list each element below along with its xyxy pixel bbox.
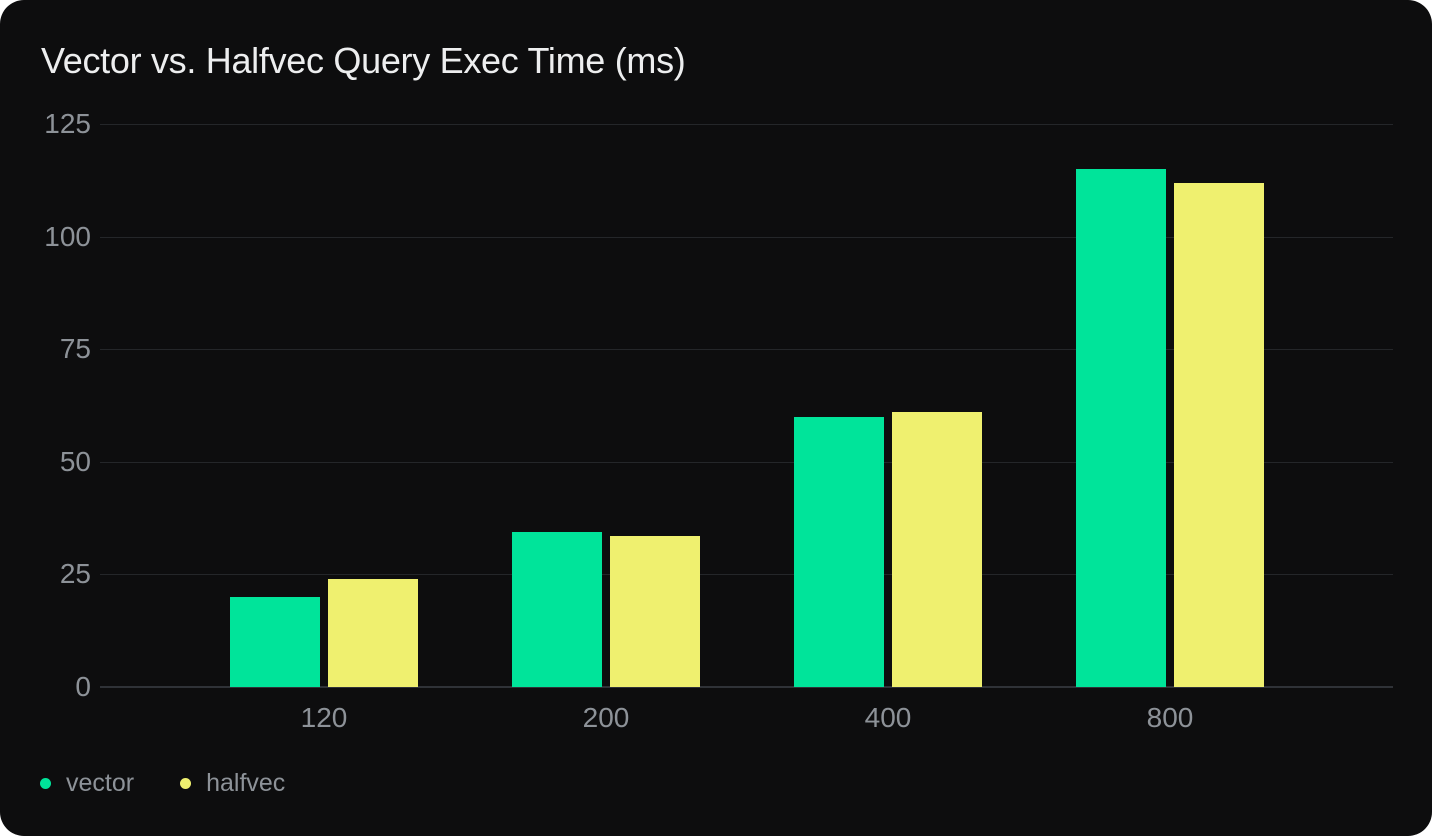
gridline bbox=[100, 349, 1393, 351]
legend-item-halfvec[interactable]: halfvec bbox=[180, 768, 285, 798]
bar-halfvec-120[interactable] bbox=[328, 578, 418, 687]
bar-vector-800[interactable] bbox=[1076, 169, 1166, 687]
legend-dot-vector-icon bbox=[40, 777, 51, 789]
x-axis-line bbox=[100, 686, 1393, 688]
y-axis-tick-label: 25 bbox=[59, 558, 91, 590]
bar-halfvec-400[interactable] bbox=[892, 412, 982, 687]
y-axis-tick-label: 50 bbox=[59, 445, 91, 477]
x-axis-tick-label: 200 bbox=[582, 702, 630, 733]
y-axis-tick-label: 0 bbox=[75, 671, 91, 702]
bar-vector-200[interactable] bbox=[512, 531, 602, 687]
bar-vector-400[interactable] bbox=[794, 416, 884, 687]
gridline bbox=[100, 461, 1393, 463]
bar-vector-120[interactable] bbox=[230, 596, 320, 687]
gridline bbox=[100, 236, 1393, 238]
y-axis-tick-label: 125 bbox=[44, 108, 91, 139]
chart-title: Vector vs. Halfvec Query Exec Time (ms) bbox=[41, 40, 686, 81]
legend: vector halfvec bbox=[40, 768, 285, 798]
legend-dot-halfvec-icon bbox=[180, 777, 192, 789]
gridline bbox=[100, 124, 1393, 125]
x-axis-tick-label: 120 bbox=[300, 702, 348, 733]
legend-label: vector bbox=[66, 769, 135, 797]
legend-label: halfvec bbox=[206, 769, 286, 797]
bar-halfvec-200[interactable] bbox=[610, 536, 700, 687]
y-axis-tick-label: 75 bbox=[59, 333, 91, 365]
y-axis-tick-label: 100 bbox=[44, 220, 91, 252]
bar-halfvec-800[interactable] bbox=[1174, 182, 1264, 687]
gridline bbox=[100, 574, 1393, 576]
x-axis-tick-label: 400 bbox=[864, 702, 912, 733]
legend-item-vector[interactable]: vector bbox=[40, 768, 134, 798]
x-axis-tick-label: 800 bbox=[1146, 702, 1194, 733]
